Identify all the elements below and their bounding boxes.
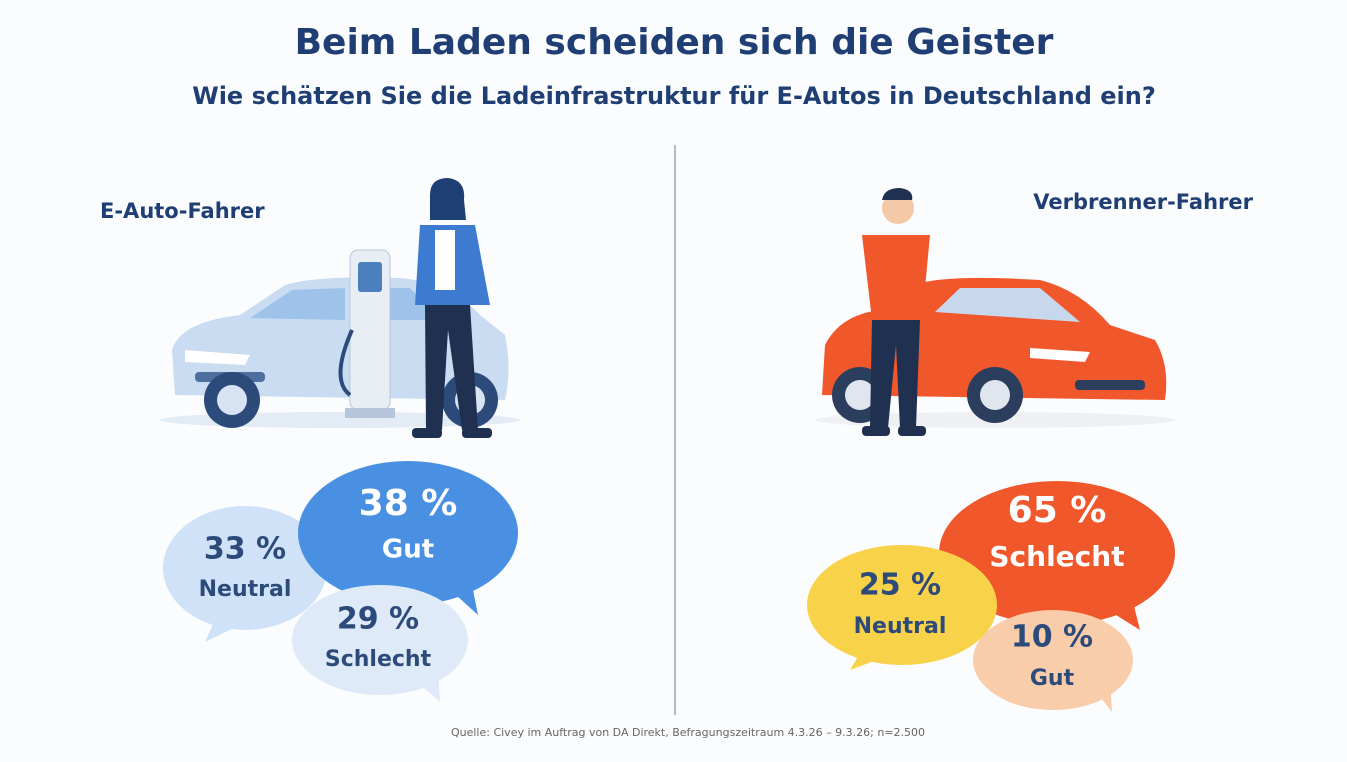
subtitle: Wie schätzen Sie die Ladeinfrastruktur f… [192,82,1156,110]
combustion-car-illustration [815,188,1175,436]
bubble: 33 % Neutral [163,506,327,642]
bubble: 38 % Gut [298,461,518,615]
bubble-label: Neutral [199,577,292,602]
group-label: E-Auto-Fahrer [100,199,265,223]
bubble: 10 % Gut [973,610,1133,712]
bubble-value: 65 % [1008,490,1107,531]
bubble-value: 10 % [1011,620,1093,655]
bubble-value: 25 % [859,568,941,603]
bubble-label: Neutral [854,614,947,639]
bubble-value: 33 % [204,532,286,567]
bubble-label: Gut [1030,666,1075,691]
bubble: 29 % Schlecht [292,585,468,702]
bubble-label: Gut [382,535,434,565]
bubble: 65 % Schlecht [939,481,1175,630]
bubble: 25 % Neutral [807,545,997,670]
source: Quelle: Civey im Auftrag von DA Direkt, … [451,726,925,739]
bubble-value: 29 % [337,602,419,637]
ecar-illustration [160,178,520,438]
group-label: Verbrenner-Fahrer [1033,190,1253,214]
bubble-value: 38 % [359,483,458,524]
bubble-label: Schlecht [325,647,432,672]
title: Beim Laden scheiden sich die Geister [295,22,1054,63]
bubble-label: Schlecht [989,540,1124,573]
